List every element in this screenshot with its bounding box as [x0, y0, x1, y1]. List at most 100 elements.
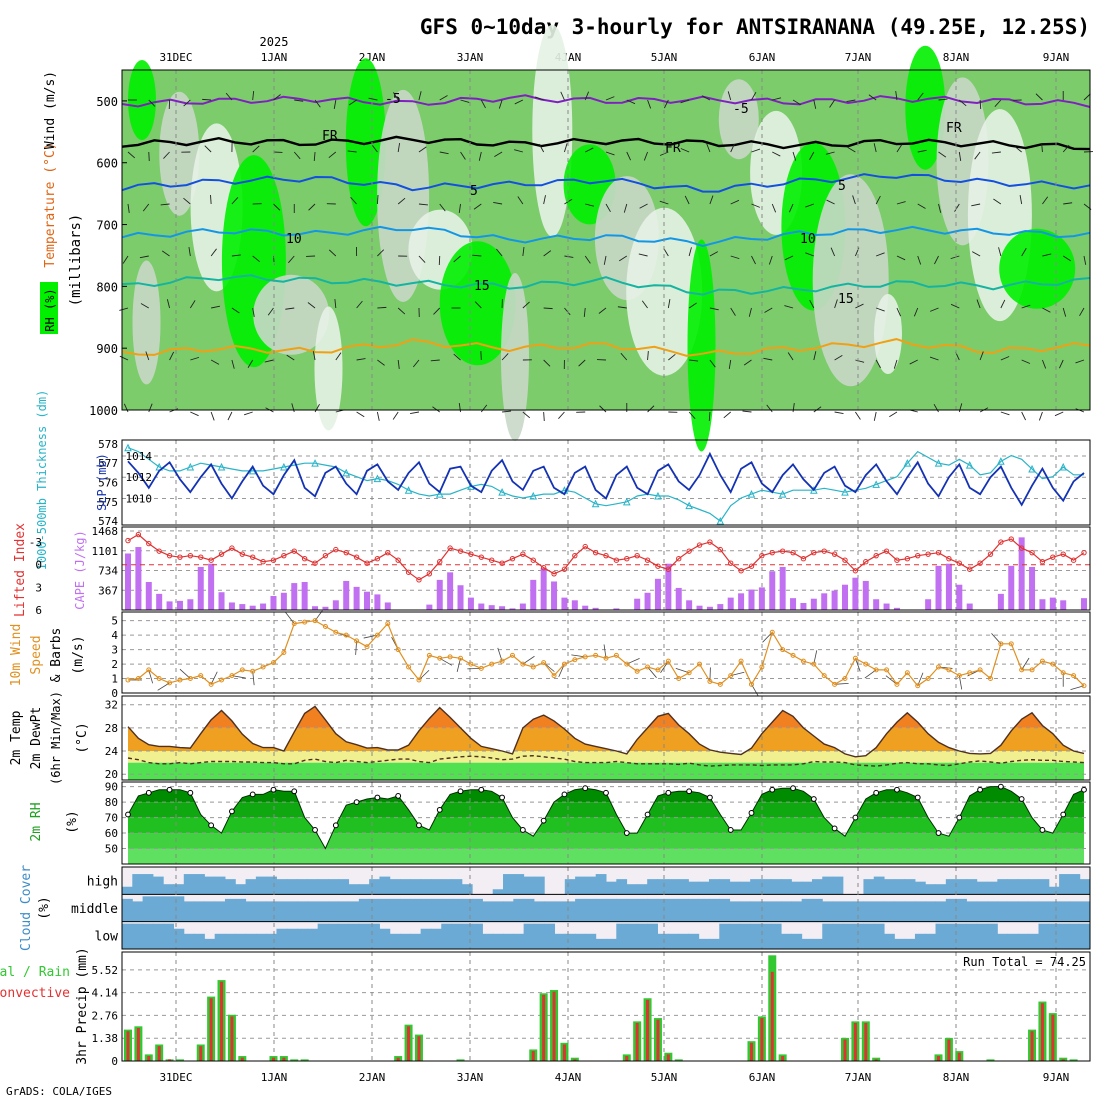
- wind-marker-71: [863, 661, 869, 667]
- rh-frame: [121, 781, 1091, 865]
- upper-barb-1-68: [825, 151, 835, 155]
- li-marker-65: [800, 555, 807, 562]
- cape-bar-71: [862, 580, 869, 610]
- cloud-low-bar-35: [482, 933, 494, 949]
- upper-barb-2-36: [493, 201, 503, 205]
- cloud-high-bar-63: [770, 879, 782, 895]
- li-marker-44: [582, 543, 588, 550]
- wind-marker-38: [520, 661, 526, 667]
- upper-barb-4-92: [1079, 307, 1085, 317]
- precip-conv-bar-28: [417, 1036, 421, 1061]
- upper-barb-0-78: [938, 98, 948, 101]
- cloud-middle-bar-85: [997, 901, 1009, 922]
- upper-barb-4-18: [307, 302, 316, 309]
- cloud-high-bar-79: [935, 884, 947, 895]
- upper-barb-3-34: [472, 254, 482, 257]
- cloud-middle-bar-54: [678, 898, 689, 922]
- cloud-low-bar-30: [430, 928, 442, 949]
- upper-barb-2-78: [938, 203, 942, 213]
- upper-barb-1-44: [585, 147, 594, 153]
- li-marker-35: [488, 557, 495, 563]
- rh-marker-12: [249, 791, 256, 798]
- li-marker-60: [748, 563, 755, 569]
- li-marker-73: [883, 548, 890, 554]
- upper-barb-3-90: [1062, 255, 1072, 262]
- wind-marker-7: [198, 673, 204, 679]
- upper-barb-6-16: [291, 403, 295, 413]
- upper-barb-2-56: [709, 195, 714, 205]
- cloud-middle-bar-86: [1007, 901, 1019, 922]
- cloud-high-bar-69: [832, 876, 844, 895]
- upper-barb-3-64: [784, 255, 794, 261]
- rh-marker-84: [997, 783, 1004, 790]
- upper-barb-4-6: [189, 300, 196, 309]
- li-marker-19: [322, 552, 329, 559]
- cape-bar-70: [852, 577, 859, 610]
- upper-barb-3-72: [876, 252, 885, 257]
- temp-tick-0: 20: [105, 768, 118, 781]
- cloud-high-bar-17: [297, 879, 308, 895]
- cloud-high-bar-84: [987, 881, 998, 895]
- li-marker-58: [727, 560, 734, 566]
- rh-marker-24: [374, 794, 381, 801]
- cloud-high-bar-90: [1048, 886, 1060, 895]
- rh-patch-20: [874, 294, 902, 374]
- cloud-low-bar-45: [585, 933, 597, 949]
- upper-barb-4-2: [140, 303, 150, 309]
- cape-bar-74: [893, 607, 900, 610]
- upper-air-panel: -5 FR FR FR -5 5 5 10 10 15 15 500 600 700 800 900 1000 R…: [40, 24, 1094, 452]
- upper-barb-3-62: [768, 255, 773, 265]
- wind-marker-73: [884, 667, 890, 673]
- cloud-middle-bar-23: [358, 898, 370, 922]
- cape-bar-13: [260, 603, 267, 610]
- cloud-middle-bar-82: [966, 901, 978, 922]
- cloud-middle-bar-71: [853, 901, 864, 922]
- cloud-high-bar-54: [678, 879, 689, 895]
- cloud-low-bar-49: [626, 923, 638, 949]
- upper-barb-6-88: [1038, 411, 1043, 421]
- cape-bar-35: [488, 605, 495, 610]
- cape-bar-9: [218, 592, 225, 610]
- upper-barb-6-74: [889, 411, 898, 418]
- upper-barb-4-84: [1000, 299, 1006, 309]
- upper-barb-0-56: [701, 95, 711, 101]
- li-marker-88: [1039, 559, 1046, 565]
- li-marker-82: [977, 560, 983, 566]
- upper-barb-5-62: [763, 357, 773, 361]
- cloud-high-bar-33: [461, 884, 473, 895]
- thickness-marker-45: [591, 499, 600, 508]
- li-marker-20: [333, 546, 339, 553]
- upper-barb-1-90: [1062, 144, 1070, 153]
- wind-marker-18: [312, 618, 318, 624]
- upper-barb-3-32: [453, 255, 461, 263]
- upper-barb-0-72: [868, 94, 877, 101]
- wind-marker-68: [832, 681, 838, 687]
- cloud-middle-bar-77: [914, 901, 926, 922]
- li-marker-28: [416, 577, 422, 583]
- li-marker-47: [613, 557, 620, 563]
- contour-label-7: 10: [286, 232, 302, 247]
- rh-marker-54: [686, 788, 693, 795]
- wind-marker-79: [946, 667, 952, 673]
- cloud-unit-label: (%): [37, 896, 52, 919]
- wind-marker-23: [364, 644, 370, 650]
- upper-barb-2-18: [308, 203, 316, 211]
- thickness-marker-72: [872, 480, 880, 488]
- rh-marker-50: [644, 811, 651, 818]
- cloud-low-bar-0: [122, 923, 133, 949]
- cloud-low-bar-69: [832, 923, 844, 949]
- cloud-low-bar-17: [297, 928, 308, 949]
- upper-barb-5-52: [668, 353, 676, 361]
- cloud-low-bar-85: [997, 933, 1009, 949]
- cape-bar-61: [758, 587, 765, 610]
- rh-marker-20: [332, 822, 339, 829]
- cloud-middle-bar-56: [698, 898, 710, 922]
- cloud-middle-bar-22: [348, 901, 360, 922]
- upper-barb-6-90: [1054, 411, 1064, 417]
- cloud-high-bar-83: [976, 881, 988, 895]
- cloud-low-bar-84: [987, 923, 998, 949]
- upper-barb-1-82: [974, 151, 981, 160]
- pressure-tick-2: 700: [96, 219, 118, 233]
- upper-barb-4-90: [1062, 307, 1067, 317]
- upper-barb-0-92: [1083, 93, 1091, 101]
